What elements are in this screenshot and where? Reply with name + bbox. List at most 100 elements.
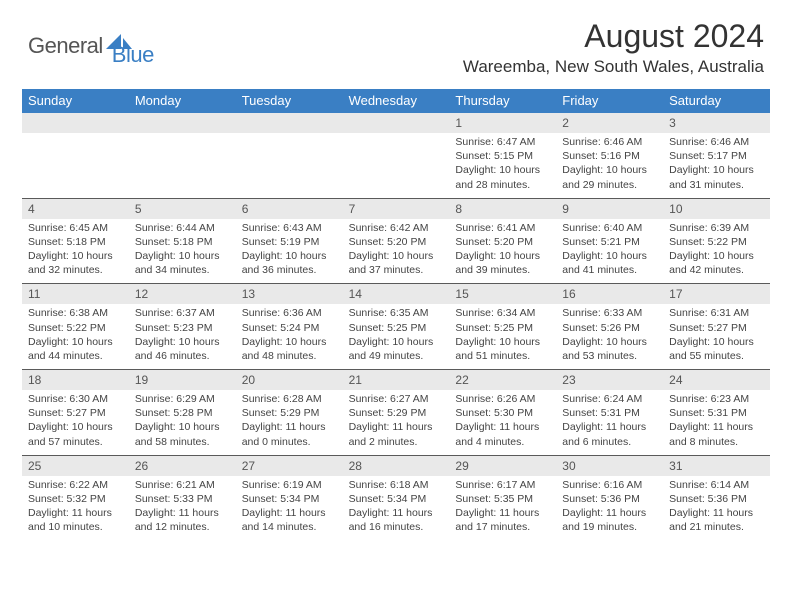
day-body-row: Sunrise: 6:30 AM Sunset: 5:27 PM Dayligh… xyxy=(22,390,770,455)
day-cell: Sunrise: 6:43 AM Sunset: 5:19 PM Dayligh… xyxy=(236,219,343,284)
day-number: 5 xyxy=(129,199,236,219)
day-number: 19 xyxy=(129,370,236,390)
month-title: August 2024 xyxy=(463,18,764,55)
weekday-header: Thursday xyxy=(449,89,556,113)
day-number: 24 xyxy=(663,370,770,390)
day-body-row: Sunrise: 6:38 AM Sunset: 5:22 PM Dayligh… xyxy=(22,304,770,369)
day-number: 30 xyxy=(556,456,663,476)
day-number: 27 xyxy=(236,456,343,476)
day-cell: Sunrise: 6:36 AM Sunset: 5:24 PM Dayligh… xyxy=(236,304,343,369)
title-block: August 2024 Wareemba, New South Wales, A… xyxy=(463,18,764,77)
day-cell xyxy=(22,133,129,198)
day-cell: Sunrise: 6:27 AM Sunset: 5:29 PM Dayligh… xyxy=(343,390,450,455)
weekday-header: Wednesday xyxy=(343,89,450,113)
day-cell: Sunrise: 6:33 AM Sunset: 5:26 PM Dayligh… xyxy=(556,304,663,369)
day-cell: Sunrise: 6:29 AM Sunset: 5:28 PM Dayligh… xyxy=(129,390,236,455)
page-header: General Blue August 2024 Wareemba, New S… xyxy=(0,0,792,83)
day-cell: Sunrise: 6:17 AM Sunset: 5:35 PM Dayligh… xyxy=(449,476,556,541)
day-number xyxy=(22,113,129,133)
day-cell xyxy=(236,133,343,198)
day-number: 2 xyxy=(556,113,663,133)
week-block: 123Sunrise: 6:47 AM Sunset: 5:15 PM Dayl… xyxy=(22,113,770,199)
day-number: 14 xyxy=(343,284,450,304)
day-number: 1 xyxy=(449,113,556,133)
day-cell: Sunrise: 6:21 AM Sunset: 5:33 PM Dayligh… xyxy=(129,476,236,541)
day-cell: Sunrise: 6:46 AM Sunset: 5:17 PM Dayligh… xyxy=(663,133,770,198)
day-number xyxy=(343,113,450,133)
day-number xyxy=(129,113,236,133)
weekday-header-row: Sunday Monday Tuesday Wednesday Thursday… xyxy=(22,89,770,113)
day-number-row: 45678910 xyxy=(22,199,770,219)
weekday-header: Sunday xyxy=(22,89,129,113)
day-cell: Sunrise: 6:44 AM Sunset: 5:18 PM Dayligh… xyxy=(129,219,236,284)
calendar-grid: Sunday Monday Tuesday Wednesday Thursday… xyxy=(22,89,770,540)
day-body-row: Sunrise: 6:45 AM Sunset: 5:18 PM Dayligh… xyxy=(22,219,770,284)
day-number: 8 xyxy=(449,199,556,219)
weekday-header: Monday xyxy=(129,89,236,113)
day-cell: Sunrise: 6:26 AM Sunset: 5:30 PM Dayligh… xyxy=(449,390,556,455)
day-cell: Sunrise: 6:22 AM Sunset: 5:32 PM Dayligh… xyxy=(22,476,129,541)
day-number: 26 xyxy=(129,456,236,476)
day-number: 18 xyxy=(22,370,129,390)
day-cell: Sunrise: 6:23 AM Sunset: 5:31 PM Dayligh… xyxy=(663,390,770,455)
day-cell: Sunrise: 6:30 AM Sunset: 5:27 PM Dayligh… xyxy=(22,390,129,455)
day-cell: Sunrise: 6:38 AM Sunset: 5:22 PM Dayligh… xyxy=(22,304,129,369)
day-number: 7 xyxy=(343,199,450,219)
day-number: 16 xyxy=(556,284,663,304)
day-number-row: 11121314151617 xyxy=(22,284,770,304)
weeks-container: 123Sunrise: 6:47 AM Sunset: 5:15 PM Dayl… xyxy=(22,113,770,540)
day-number: 11 xyxy=(22,284,129,304)
weekday-header: Friday xyxy=(556,89,663,113)
day-number: 10 xyxy=(663,199,770,219)
day-number xyxy=(236,113,343,133)
day-cell: Sunrise: 6:42 AM Sunset: 5:20 PM Dayligh… xyxy=(343,219,450,284)
day-cell: Sunrise: 6:14 AM Sunset: 5:36 PM Dayligh… xyxy=(663,476,770,541)
day-number: 25 xyxy=(22,456,129,476)
day-cell: Sunrise: 6:18 AM Sunset: 5:34 PM Dayligh… xyxy=(343,476,450,541)
brand-sail-icon xyxy=(106,34,132,52)
day-cell: Sunrise: 6:35 AM Sunset: 5:25 PM Dayligh… xyxy=(343,304,450,369)
day-number: 17 xyxy=(663,284,770,304)
day-number: 31 xyxy=(663,456,770,476)
day-number: 15 xyxy=(449,284,556,304)
day-number-row: 123 xyxy=(22,113,770,133)
day-body-row: Sunrise: 6:22 AM Sunset: 5:32 PM Dayligh… xyxy=(22,476,770,541)
week-block: 18192021222324 Sunrise: 6:30 AM Sunset: 5… xyxy=(22,370,770,456)
day-number: 12 xyxy=(129,284,236,304)
day-number: 22 xyxy=(449,370,556,390)
day-cell: Sunrise: 6:40 AM Sunset: 5:21 PM Dayligh… xyxy=(556,219,663,284)
day-cell: Sunrise: 6:47 AM Sunset: 5:15 PM Dayligh… xyxy=(449,133,556,198)
day-number: 4 xyxy=(22,199,129,219)
day-number: 23 xyxy=(556,370,663,390)
week-block: 45678910Sunrise: 6:45 AM Sunset: 5:18 PM… xyxy=(22,199,770,285)
day-cell: Sunrise: 6:31 AM Sunset: 5:27 PM Dayligh… xyxy=(663,304,770,369)
day-number: 9 xyxy=(556,199,663,219)
day-cell: Sunrise: 6:37 AM Sunset: 5:23 PM Dayligh… xyxy=(129,304,236,369)
day-number: 29 xyxy=(449,456,556,476)
day-cell: Sunrise: 6:34 AM Sunset: 5:25 PM Dayligh… xyxy=(449,304,556,369)
day-cell xyxy=(129,133,236,198)
day-cell: Sunrise: 6:39 AM Sunset: 5:22 PM Dayligh… xyxy=(663,219,770,284)
day-cell: Sunrise: 6:24 AM Sunset: 5:31 PM Dayligh… xyxy=(556,390,663,455)
weekday-header: Tuesday xyxy=(236,89,343,113)
brand-logo: General Blue xyxy=(28,24,154,68)
week-block: 25262728293031 Sunrise: 6:22 AM Sunset: 5… xyxy=(22,456,770,541)
day-cell: Sunrise: 6:16 AM Sunset: 5:36 PM Dayligh… xyxy=(556,476,663,541)
day-number: 20 xyxy=(236,370,343,390)
day-cell: Sunrise: 6:41 AM Sunset: 5:20 PM Dayligh… xyxy=(449,219,556,284)
day-number: 3 xyxy=(663,113,770,133)
location-subtitle: Wareemba, New South Wales, Australia xyxy=(463,57,764,77)
brand-text-1: General xyxy=(28,33,103,59)
day-number: 21 xyxy=(343,370,450,390)
weekday-header: Saturday xyxy=(663,89,770,113)
day-cell: Sunrise: 6:45 AM Sunset: 5:18 PM Dayligh… xyxy=(22,219,129,284)
day-number: 6 xyxy=(236,199,343,219)
day-cell: Sunrise: 6:19 AM Sunset: 5:34 PM Dayligh… xyxy=(236,476,343,541)
day-number: 28 xyxy=(343,456,450,476)
day-body-row: Sunrise: 6:47 AM Sunset: 5:15 PM Dayligh… xyxy=(22,133,770,198)
week-block: 11121314151617Sunrise: 6:38 AM Sunset: 5… xyxy=(22,284,770,370)
day-cell: Sunrise: 6:46 AM Sunset: 5:16 PM Dayligh… xyxy=(556,133,663,198)
day-number: 13 xyxy=(236,284,343,304)
day-cell: Sunrise: 6:28 AM Sunset: 5:29 PM Dayligh… xyxy=(236,390,343,455)
day-cell xyxy=(343,133,450,198)
